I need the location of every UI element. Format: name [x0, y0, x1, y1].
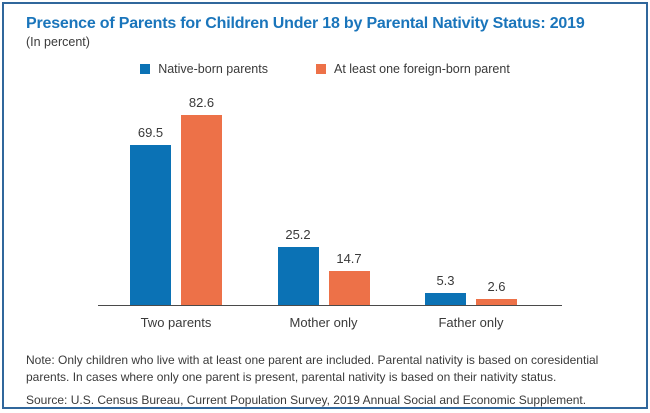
- bar: [328, 271, 370, 305]
- bar-column: 5.3: [425, 273, 466, 305]
- legend-label: Native-born parents: [158, 62, 268, 76]
- bar-column: 82.6: [181, 95, 222, 305]
- bar-group: 69.5 82.6 Two parents: [130, 95, 222, 330]
- chart-subtitle: (In percent): [26, 35, 90, 49]
- legend-label: At least one foreign-born parent: [333, 62, 510, 76]
- notes-block: Note: Only children who live with at lea…: [26, 352, 620, 407]
- category-label: Two parents: [140, 315, 212, 330]
- bar-column: 25.2: [277, 227, 319, 305]
- category-label: Father only: [438, 315, 504, 330]
- bar-group: 25.2 14.7 Mother only: [277, 227, 370, 330]
- chart-frame: Presence of Parents for Children Under 1…: [2, 2, 648, 409]
- bar-column: 69.5: [130, 125, 171, 305]
- bar-value-label: 25.2: [285, 227, 311, 243]
- legend-item: At least one foreign-born parent: [315, 62, 510, 76]
- bar-value-label: 69.5: [137, 125, 164, 141]
- plot-area: 69.5 82.6 Two parents 25.2 14.7 Mother only 5.…: [98, 94, 562, 330]
- bar-value-label: 5.3: [436, 272, 455, 288]
- bar-column: 2.6: [476, 279, 517, 305]
- bar: [130, 145, 171, 305]
- legend-swatch: [315, 64, 326, 74]
- bar: [277, 247, 319, 305]
- bar-column: 14.7: [328, 251, 370, 305]
- bar-group: 5.3 2.6 Father only: [425, 273, 517, 330]
- bar-value-label: 2.6: [487, 279, 506, 295]
- note-text: Note: Only children who live with at lea…: [26, 353, 599, 385]
- source-text: Source: U.S. Census Bureau, Current Popu…: [26, 392, 587, 407]
- bar: [425, 292, 466, 305]
- chart-title: Presence of Parents for Children Under 1…: [26, 15, 585, 32]
- bar: [476, 299, 517, 305]
- legend-item: Native-born parents: [140, 62, 268, 76]
- legend-swatch: [140, 64, 151, 74]
- bar-value-label: 82.6: [188, 95, 215, 110]
- legend: Native-born parents At least one foreign-…: [4, 62, 646, 76]
- bar-value-label: 14.7: [336, 251, 362, 267]
- bar: [181, 115, 222, 305]
- category-label: Mother only: [289, 315, 358, 330]
